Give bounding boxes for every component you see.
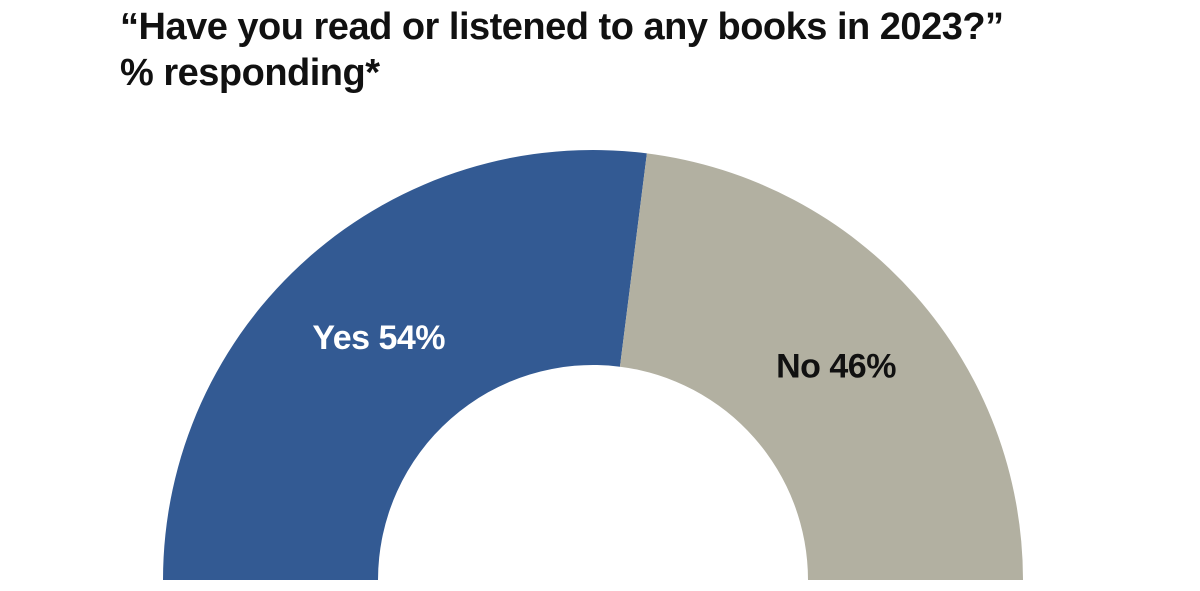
slice-label-no: No 46% — [776, 348, 896, 386]
chart-title: “Have you read or listened to any books … — [120, 6, 1004, 48]
slice-yes — [163, 149, 647, 580]
slice-no — [619, 153, 1023, 580]
slice-label-yes: Yes 54% — [312, 319, 445, 357]
chart-subtitle: % responding* — [120, 52, 380, 94]
chart-title-block: “Have you read or listened to any books … — [120, 4, 1004, 96]
